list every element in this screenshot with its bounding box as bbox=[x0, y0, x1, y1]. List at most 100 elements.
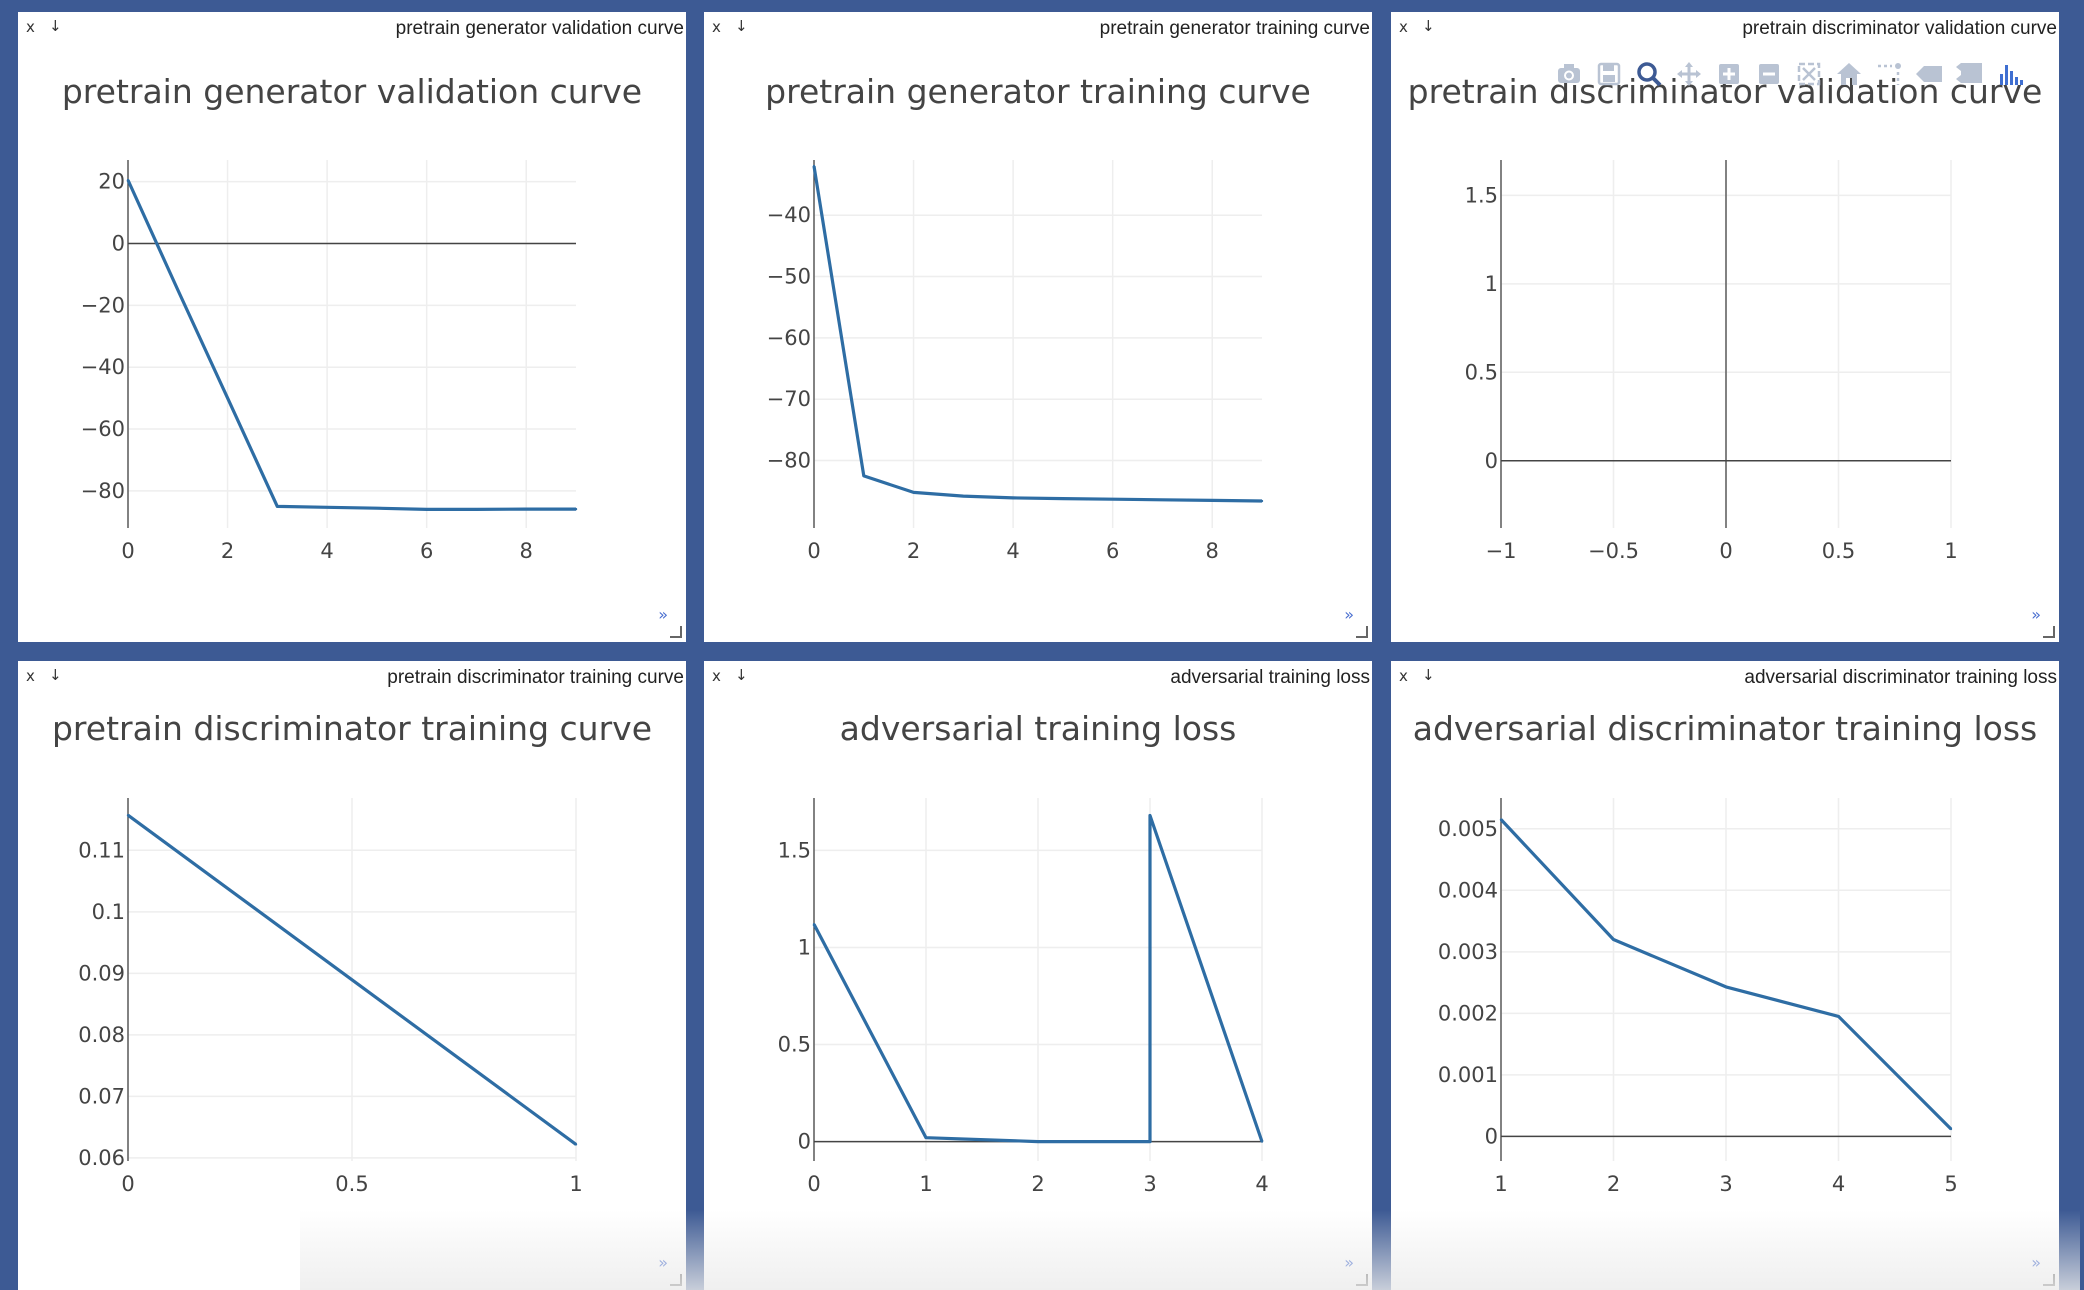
data-point[interactable] bbox=[862, 474, 865, 478]
data-point[interactable] bbox=[475, 508, 478, 511]
x-tick-label: 4 bbox=[1832, 1172, 1845, 1196]
resize-handle[interactable] bbox=[2043, 626, 2055, 638]
data-point[interactable] bbox=[1724, 985, 1728, 989]
x-tick-label: 8 bbox=[520, 539, 533, 563]
data-point[interactable] bbox=[924, 1136, 928, 1139]
series-line[interactable] bbox=[127, 813, 577, 1146]
hover-closest-icon[interactable] bbox=[1909, 56, 1949, 92]
data-point[interactable] bbox=[126, 814, 130, 817]
chart-pane-5: x ↓ adversarial training loss 0 1 2 3 4 1.5 1 0.5 0… bbox=[704, 661, 1372, 1290]
data-point[interactable] bbox=[1148, 814, 1152, 817]
pan-icon[interactable] bbox=[1669, 56, 1709, 92]
data-point[interactable] bbox=[525, 507, 528, 511]
x-tick-label: −0.5 bbox=[1588, 539, 1639, 563]
data-point[interactable] bbox=[1499, 818, 1503, 821]
expand-icon[interactable]: » bbox=[1344, 605, 1354, 624]
y-tick-label: −60 bbox=[767, 326, 811, 350]
download-icon[interactable]: ↓ bbox=[1422, 666, 1435, 684]
pane-header: x ↓ pretrain generator validation curve bbox=[18, 12, 686, 46]
data-point[interactable] bbox=[1211, 499, 1214, 502]
zoom-in-icon[interactable] bbox=[1709, 56, 1749, 92]
line-chart[interactable]: 0 2 4 6 8 −40 −50 −60 −70 −80 bbox=[704, 12, 1372, 642]
line-chart[interactable]: 0 1 2 3 4 1.5 1 0.5 0 bbox=[704, 661, 1372, 1290]
x-tick-label: 4 bbox=[1006, 539, 1019, 563]
data-point[interactable] bbox=[962, 494, 965, 498]
data-point[interactable] bbox=[1148, 1140, 1152, 1143]
download-icon[interactable]: ↓ bbox=[49, 17, 62, 35]
data-point[interactable] bbox=[1260, 499, 1264, 503]
data-point[interactable] bbox=[1949, 1127, 1953, 1131]
spike-lines-icon[interactable] bbox=[1869, 56, 1909, 92]
close-icon[interactable]: x bbox=[712, 18, 721, 36]
modebar bbox=[1549, 56, 2029, 92]
expand-icon[interactable]: » bbox=[658, 605, 668, 624]
y-tick-label: 0.003 bbox=[1438, 940, 1498, 964]
line-chart[interactable]: 1 2 3 4 5 0.005 0.004 0.003 0.002 0.001 0 bbox=[1391, 661, 2059, 1290]
data-point[interactable] bbox=[912, 491, 915, 494]
resize-handle[interactable] bbox=[670, 626, 682, 638]
close-icon[interactable]: x bbox=[1399, 18, 1408, 36]
data-point[interactable] bbox=[126, 178, 130, 182]
x-tick-label: 2 bbox=[221, 539, 234, 563]
y-tick-label: 0.004 bbox=[1438, 878, 1498, 902]
pane-header: x ↓ pretrain generator training curve bbox=[704, 12, 1372, 46]
x-tick-label: 1 bbox=[1944, 539, 1957, 563]
x-tick-label: 5 bbox=[1944, 1172, 1957, 1196]
data-point[interactable] bbox=[1837, 1015, 1840, 1018]
download-icon[interactable]: ↓ bbox=[735, 666, 748, 684]
data-point[interactable] bbox=[574, 1143, 578, 1146]
series-line[interactable] bbox=[812, 165, 1263, 503]
close-icon[interactable]: x bbox=[26, 18, 35, 36]
save-icon[interactable] bbox=[1589, 56, 1629, 92]
autoscale-icon[interactable] bbox=[1789, 56, 1829, 92]
series-line[interactable] bbox=[126, 179, 576, 511]
data-point[interactable] bbox=[1612, 938, 1615, 941]
resize-handle[interactable] bbox=[1356, 626, 1368, 638]
data-point[interactable] bbox=[1161, 498, 1164, 501]
home-icon[interactable] bbox=[1829, 56, 1869, 92]
data-point[interactable] bbox=[325, 506, 329, 509]
download-icon[interactable]: ↓ bbox=[49, 666, 62, 684]
series-line[interactable] bbox=[812, 813, 1264, 1144]
line-chart[interactable]: 0 2 4 6 8 20 0 −20 −40 −60 −80 bbox=[18, 12, 686, 642]
expand-icon[interactable]: » bbox=[2031, 1253, 2041, 1272]
data-point[interactable] bbox=[226, 396, 229, 400]
line-chart[interactable]: 0 0.5 1 0.11 0.1 0.09 0.08 0.07 0.06 bbox=[18, 661, 686, 1290]
hover-compare-icon[interactable] bbox=[1949, 56, 1989, 92]
data-point[interactable] bbox=[1260, 1140, 1264, 1143]
expand-icon[interactable]: » bbox=[658, 1253, 668, 1272]
x-tick-label: 0 bbox=[807, 539, 820, 563]
x-tick-label: 0 bbox=[1719, 539, 1732, 563]
data-point[interactable] bbox=[1061, 497, 1065, 500]
data-point[interactable] bbox=[1111, 497, 1114, 501]
zoom-icon[interactable] bbox=[1629, 56, 1669, 92]
data-point[interactable] bbox=[812, 922, 816, 926]
close-icon[interactable]: x bbox=[26, 667, 35, 685]
data-point[interactable] bbox=[276, 505, 279, 508]
data-point[interactable] bbox=[812, 164, 816, 168]
line-chart[interactable]: −1 −0.5 0 0.5 1 1.5 1 0.5 0 bbox=[1391, 12, 2059, 642]
chart-title: adversarial discriminator training loss bbox=[1412, 709, 2038, 748]
data-point[interactable] bbox=[1011, 496, 1015, 500]
data-point[interactable] bbox=[574, 507, 578, 511]
x-tick-label: 4 bbox=[1255, 1172, 1268, 1196]
data-point[interactable] bbox=[375, 507, 379, 510]
expand-icon[interactable]: » bbox=[2031, 605, 2041, 624]
data-point[interactable] bbox=[176, 288, 179, 292]
data-point[interactable] bbox=[425, 508, 428, 511]
plotly-logo-icon[interactable] bbox=[1989, 56, 2029, 92]
close-icon[interactable]: x bbox=[712, 667, 721, 685]
data-point[interactable] bbox=[1036, 1140, 1040, 1143]
close-icon[interactable]: x bbox=[1399, 667, 1408, 685]
zoom-out-icon[interactable] bbox=[1749, 56, 1789, 92]
resize-handle[interactable] bbox=[670, 1274, 682, 1286]
resize-handle[interactable] bbox=[2043, 1274, 2055, 1286]
expand-icon[interactable]: » bbox=[1344, 1253, 1354, 1272]
camera-icon[interactable] bbox=[1549, 56, 1589, 92]
y-tick-label: 1 bbox=[1485, 272, 1498, 296]
download-icon[interactable]: ↓ bbox=[735, 17, 748, 35]
y-tick-label: 0 bbox=[112, 231, 125, 255]
resize-handle[interactable] bbox=[1356, 1274, 1368, 1286]
download-icon[interactable]: ↓ bbox=[1422, 17, 1435, 35]
y-tick-label: 0 bbox=[1485, 449, 1498, 473]
